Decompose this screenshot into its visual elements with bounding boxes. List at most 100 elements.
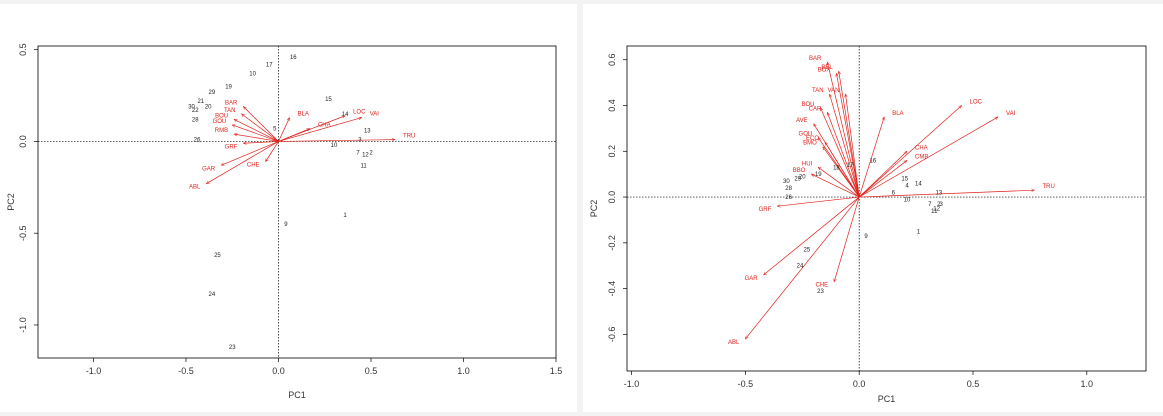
- variable-label: GAR: [745, 276, 759, 282]
- observation-label: 15: [325, 97, 332, 103]
- observation-label: 24: [797, 264, 804, 270]
- observation-label: 3: [358, 138, 362, 144]
- observation-label: 4: [905, 184, 909, 190]
- variable-arrow: [834, 196, 860, 282]
- y-axis-label: PC2: [589, 200, 599, 218]
- variable-arrow: [745, 196, 860, 339]
- variable-arrow: [243, 107, 279, 142]
- observation-label: 2: [937, 202, 941, 208]
- variable-arrow: [859, 116, 998, 198]
- observation-label: 13: [364, 128, 371, 134]
- observation-label: 25: [214, 253, 221, 259]
- observation-label: 28: [192, 117, 199, 123]
- observation-label: 20: [205, 105, 212, 111]
- biplot-panel-right: -1.0 -0.5 0.0 0.5 1.0 -0.6 -0.4 -0.2 0.0 0.2 0.4 0.…: [583, 4, 1163, 412]
- observation-label: 10: [904, 197, 911, 203]
- observation-label: 30: [783, 179, 790, 185]
- variable-label: VAI: [1006, 111, 1016, 117]
- variable-label: HUI: [802, 161, 813, 167]
- variable-label: LOC: [970, 100, 983, 106]
- variable-arrow: [818, 167, 860, 198]
- plot-frame: [626, 45, 1147, 372]
- y-tick-label: 0.0: [607, 191, 617, 204]
- observation-label: 26: [785, 195, 792, 201]
- observation-label: 19: [815, 172, 822, 178]
- variable-arrow: [243, 141, 279, 143]
- biplot-panel-left: -1.0 -0.5 0.0 0.5 1.0 1.5 -1.0 -0.5 0.0 0.5 PC1 PC2…: [0, 4, 577, 412]
- variable-label: TAN: [224, 108, 236, 114]
- x-tick-label: -0.5: [738, 379, 754, 389]
- x-axis-label: PC1: [288, 390, 306, 400]
- variable-label: CHE: [815, 283, 828, 289]
- observation-label: 7: [356, 150, 360, 156]
- variable-label: TRU: [403, 134, 415, 140]
- biplot-left: -1.0 -0.5 0.0 0.5 1.0 1.5 -1.0 -0.5 0.0 0.5 PC1 PC2…: [6, 43, 562, 400]
- observation-label: 29: [794, 177, 801, 183]
- variable-label: GRF: [225, 144, 238, 150]
- observation-label: 7: [928, 202, 932, 208]
- variable-arrow: [811, 173, 860, 198]
- variable-arrow: [206, 141, 279, 183]
- observation-label: 11: [360, 163, 367, 169]
- variable-label: CAR: [809, 106, 822, 112]
- variable-label: ECO: [806, 136, 819, 142]
- observation-label: 10: [249, 72, 256, 78]
- variable-arrow: [266, 141, 279, 161]
- variable-arrow: [242, 114, 279, 142]
- observation-label: 12: [362, 152, 369, 158]
- variable-arrow: [858, 117, 884, 198]
- variable-arrow: [836, 73, 860, 198]
- observation-label: 10: [331, 143, 338, 149]
- variable-label: CHA: [915, 145, 928, 151]
- variable-arrow: [764, 196, 860, 275]
- y-tick-label: 0.0: [18, 135, 28, 148]
- variable-label: BMO: [803, 141, 817, 147]
- y-tick-label: 0.6: [607, 53, 617, 66]
- observation-label: 23: [229, 345, 236, 351]
- variable-label: BAR: [225, 101, 238, 107]
- observation-label: 24: [209, 292, 216, 298]
- variable-label: TAN: [812, 88, 824, 94]
- variable-arrow: [825, 142, 860, 198]
- variable-arrow: [221, 141, 279, 165]
- observation-label: 2: [369, 150, 373, 156]
- observation-label: 11: [931, 209, 938, 215]
- observation-label: 3: [939, 202, 943, 208]
- variable-arrow: [858, 106, 961, 198]
- observation-label: 21: [197, 99, 204, 105]
- y-tick-label: -0.6: [607, 327, 617, 343]
- observation-label: 9: [864, 234, 868, 240]
- variable-arrow: [839, 71, 860, 198]
- x-tick-label: 1.0: [457, 366, 470, 376]
- observation-label: 13: [936, 190, 943, 196]
- variable-arrow: [278, 140, 396, 142]
- observation-label: 16: [290, 55, 297, 61]
- variable-label: VAI: [370, 112, 380, 118]
- x-tick-label: 0.5: [365, 366, 378, 376]
- observation-label: 28: [785, 186, 792, 192]
- variable-arrow: [234, 134, 279, 142]
- observation-label: 22: [192, 108, 199, 114]
- observation-label: 26: [194, 138, 201, 144]
- observation-label: 5: [273, 127, 277, 133]
- observation-label: 14: [342, 112, 349, 118]
- observation-label: 1: [917, 229, 921, 235]
- observation-label: 23: [817, 289, 824, 295]
- variable-label: BOU: [801, 102, 814, 108]
- x-tick-label: -1.0: [86, 366, 102, 376]
- variable-label: GOU: [213, 119, 227, 125]
- x-tick-label: -0.5: [178, 366, 194, 376]
- variable-label: LOC: [353, 110, 366, 116]
- x-tick-label: -1.0: [624, 379, 640, 389]
- observation-label: 25: [803, 248, 810, 254]
- variable-arrow: [820, 108, 860, 198]
- variable-arrow: [846, 94, 860, 198]
- y-tick-label: -0.5: [18, 225, 28, 241]
- variable-label: AVE: [796, 118, 808, 124]
- variable-label: VAN: [828, 88, 840, 94]
- observation-label: 6: [892, 190, 896, 196]
- variable-arrow: [234, 119, 279, 142]
- variable-label: BBO: [793, 168, 806, 174]
- y-tick-label: 0.4: [607, 99, 617, 112]
- variable-label: TRU: [1042, 184, 1054, 190]
